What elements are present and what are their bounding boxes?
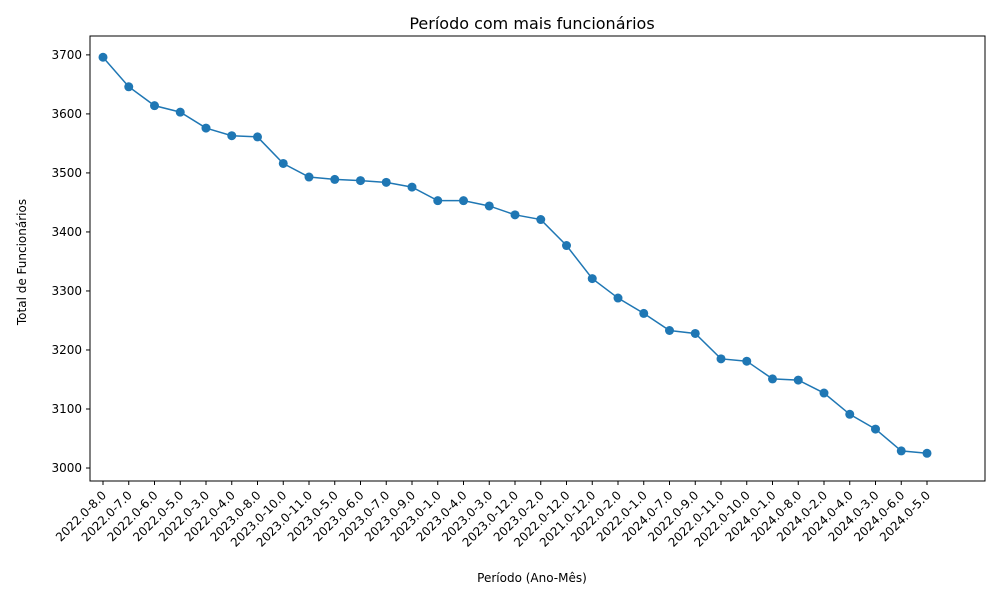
data-point [124,82,134,92]
data-point [742,356,752,366]
chart-title: Período com mais funcionários [409,14,654,33]
y-tick-label: 3700 [51,48,82,62]
data-point [613,293,623,303]
data-point [407,182,417,192]
y-tick-label: 3200 [51,343,82,357]
data-point [175,107,185,117]
y-tick-label: 3500 [51,166,82,180]
data-point [896,446,906,456]
data-point [278,158,288,168]
data-point [536,215,546,225]
y-tick-label: 3300 [51,284,82,298]
data-point [639,308,649,318]
data-point [227,131,237,141]
axes-frame [89,35,986,482]
data-point [665,326,674,336]
data-point [98,52,108,62]
y-tick-label: 3400 [51,225,82,239]
data-point [871,424,880,434]
data-point [253,132,262,142]
data-point [768,374,777,384]
data-point [433,196,443,206]
data-point [356,176,365,186]
data-point [201,123,211,133]
data-point [484,201,494,211]
data-point [510,210,520,220]
data-point [690,328,700,338]
data-point [381,177,391,187]
y-tick-label: 3600 [51,107,82,121]
data-point [150,101,159,111]
y-axis-label: Total de Funcionários [15,199,29,326]
y-tick-label: 3100 [51,402,82,416]
data-point [304,172,314,182]
data-point [845,409,855,419]
y-tick-label: 3000 [51,461,82,475]
data-point [587,274,597,284]
data-point [330,174,340,184]
data-point [562,241,571,251]
data-point [922,448,932,458]
data-point [459,196,468,206]
data-point [819,388,829,398]
data-point [793,375,803,385]
data-point [716,354,726,364]
x-axis-label: Período (Ano-Mês) [477,571,587,585]
